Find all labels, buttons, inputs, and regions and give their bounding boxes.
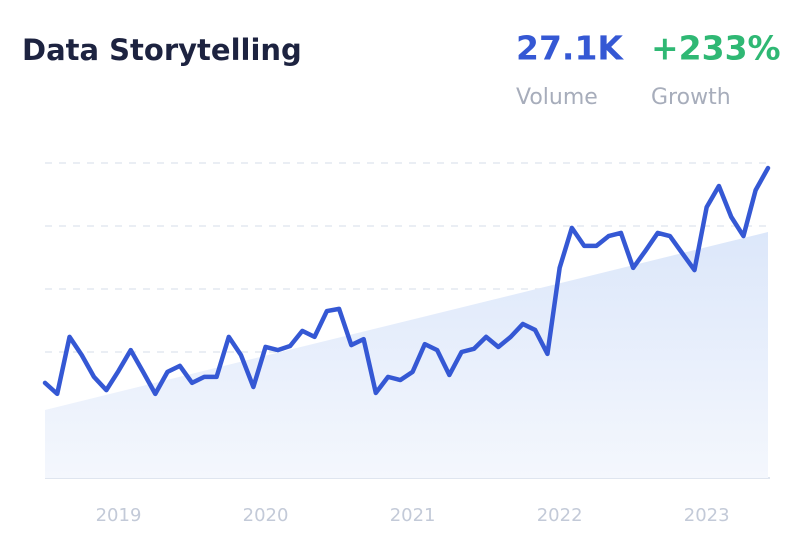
metric-label: Volume <box>516 85 598 110</box>
metric-value: 27.1K <box>516 29 624 68</box>
x-tick-label: 2022 <box>537 505 583 526</box>
x-tick-label: 2023 <box>684 505 730 526</box>
trend-area <box>45 231 768 478</box>
metric-label: Growth <box>651 85 731 110</box>
x-tick-label: 2021 <box>390 505 436 526</box>
metric-value: +233% <box>651 29 781 68</box>
data-line <box>42 165 771 397</box>
x-tick-label: 2020 <box>243 505 289 526</box>
x-tick-label: 2019 <box>96 505 142 526</box>
chart-title: Data Storytelling <box>22 33 302 67</box>
